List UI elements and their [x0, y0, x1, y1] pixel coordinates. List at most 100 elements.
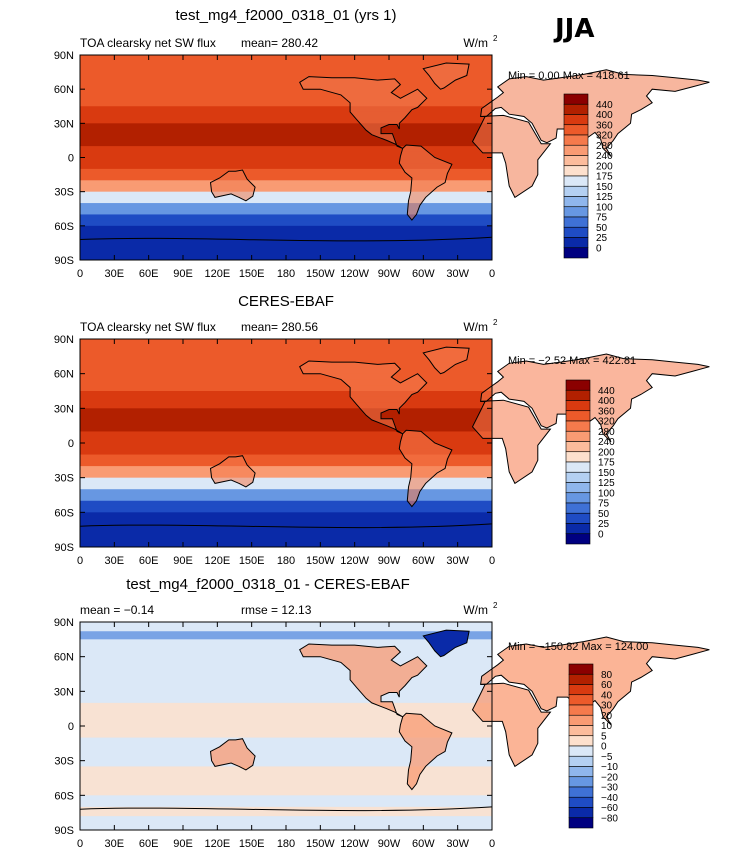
x-tick-label: 120W: [340, 268, 369, 280]
map-band: [80, 408, 492, 415]
y-tick-label: 90S: [54, 542, 74, 554]
map-band: [80, 197, 492, 204]
colorbar-label: −30: [601, 783, 618, 794]
map-band: [80, 214, 492, 221]
colorbar-label: 400: [598, 396, 615, 407]
x-tick-label: 30E: [105, 838, 125, 850]
colorbar-label: 20: [601, 711, 613, 722]
x-tick-label: 0: [489, 555, 495, 567]
colorbar-label: 5: [601, 731, 607, 742]
x-tick-label: 150E: [239, 838, 265, 850]
coastlines: [79, 62, 710, 242]
map-band: [80, 220, 492, 227]
colorbar-swatch: [568, 786, 594, 798]
colorbar-swatch: [568, 766, 594, 778]
map-band: [80, 443, 492, 450]
colorbar-swatch: [565, 512, 591, 524]
x-tick-label: 30W: [446, 838, 469, 850]
colorbar-swatch: [565, 389, 591, 401]
map-band: [80, 225, 492, 233]
x-tick-label: 120W: [340, 555, 369, 567]
colorbar-label: 240: [596, 151, 613, 162]
map-band: [80, 396, 492, 404]
colorbar-swatch: [565, 379, 591, 391]
map-band: [80, 94, 492, 102]
y-tick-label: 30S: [54, 187, 74, 199]
colorbar-label: 75: [596, 213, 608, 224]
map-band: [80, 414, 492, 421]
map-band: [80, 151, 492, 158]
colorbar-label: 25: [596, 233, 608, 244]
x-tick-label: 120E: [204, 268, 230, 280]
colorbar-swatch: [565, 523, 591, 535]
colorbar-swatch: [563, 226, 589, 238]
y-tick-label: 60N: [54, 369, 74, 381]
colorbar-swatch: [563, 114, 589, 126]
colorbar-label: −10: [601, 762, 618, 773]
x-tick-label: 60W: [412, 838, 435, 850]
y-tick-label: 0: [68, 153, 74, 165]
map-band: [80, 163, 492, 170]
colorbar-swatch: [565, 533, 591, 545]
map-band: [80, 437, 492, 444]
map-field: [80, 55, 710, 261]
x-tick-label: 0: [77, 555, 83, 567]
x-tick-label: 30E: [105, 268, 125, 280]
map-band: [80, 350, 492, 357]
y-tick-label: 60N: [54, 84, 74, 96]
y-tick-label: 90S: [54, 825, 74, 837]
colorbar-label: 150: [596, 182, 613, 193]
y-tick-label: 30N: [54, 686, 74, 698]
panel-title: test_mg4_f2000_0318_01 (yrs 1): [176, 7, 397, 24]
colorbar-label: 0: [596, 243, 602, 254]
map-band: [80, 425, 492, 432]
map-band: [80, 466, 492, 473]
colorbar-label: −20: [601, 772, 618, 783]
colorbar-label: 320: [598, 417, 615, 428]
map-band: [80, 117, 492, 124]
map-band: [80, 391, 492, 398]
coastline: [299, 643, 428, 718]
colorbar-label: 50: [596, 223, 608, 234]
map-band: [80, 431, 492, 438]
map-band: [80, 454, 492, 461]
map-band: [80, 402, 492, 409]
map-band: [80, 123, 492, 130]
y-tick-label: 30S: [54, 756, 74, 768]
map-band: [80, 180, 492, 187]
colorbar-swatch: [563, 237, 589, 249]
land-tint: [299, 644, 427, 717]
x-tick-label: 120E: [204, 555, 230, 567]
x-tick-label: 120W: [340, 838, 369, 850]
x-tick-label: 60W: [412, 268, 435, 280]
colorbar-swatch: [565, 410, 591, 422]
colorbar-swatch: [568, 745, 594, 757]
x-tick-label: 90W: [378, 838, 401, 850]
coastline: [422, 62, 470, 90]
map-band: [80, 106, 492, 113]
center-label: rmse = 12.13: [241, 603, 312, 617]
x-tick-label: 120E: [204, 838, 230, 850]
colorbar-label: 125: [598, 478, 615, 489]
map-band: [80, 242, 492, 250]
y-tick-label: 90S: [54, 255, 74, 267]
colorbar-label: 100: [596, 202, 613, 213]
map-band: [80, 477, 492, 484]
map-band: [80, 100, 492, 107]
season-label: JJA: [555, 14, 595, 44]
x-tick-label: 90E: [173, 555, 193, 567]
x-tick-label: 30W: [446, 268, 469, 280]
colorbar-swatch: [563, 124, 589, 136]
colorbar-swatch: [568, 704, 594, 716]
map-band: [80, 529, 492, 536]
panel-2: CERES-EBAF 0 30E 60E 90E 120E 150E 180 150W 120W 9…: [54, 293, 710, 567]
x-tick-label: 150E: [239, 555, 265, 567]
colorbar-label: 175: [598, 458, 615, 469]
colorbar-swatch: [568, 725, 594, 737]
colorbar-swatch: [563, 206, 589, 218]
colorbar-swatch: [568, 796, 594, 808]
coastline: [398, 429, 453, 508]
map-band: [80, 140, 492, 147]
colorbar-label: 280: [598, 427, 615, 438]
land-tint: [480, 354, 710, 442]
